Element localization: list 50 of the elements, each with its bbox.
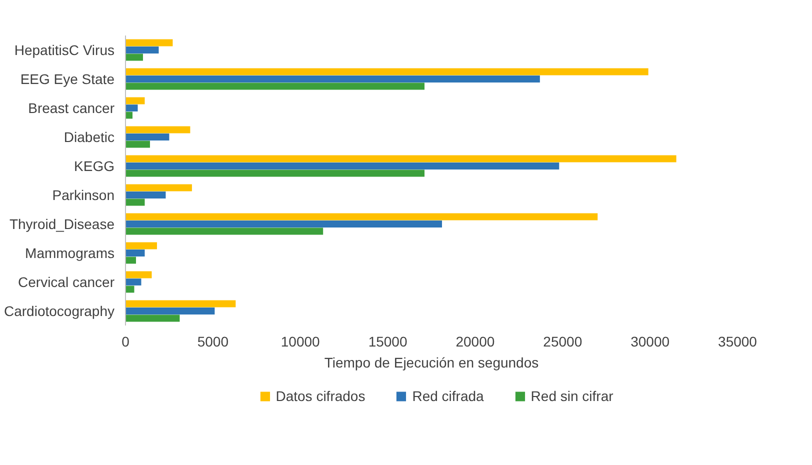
bar (126, 271, 152, 278)
bar (126, 140, 150, 148)
x-tick-label: 25000 (543, 334, 582, 350)
bar (126, 155, 676, 162)
bar (126, 39, 173, 46)
y-tick-label: Cardiotocography (4, 303, 115, 319)
y-tick-label: HepatitisC Virus (14, 42, 115, 58)
bar (126, 198, 145, 206)
bar (126, 184, 192, 192)
y-tick-label: Cervical cancer (18, 274, 115, 290)
legend-label: Red cifrada (412, 388, 484, 404)
x-tick-label: 30000 (630, 334, 670, 350)
bar (126, 126, 190, 134)
bar (126, 228, 324, 235)
x-tick-label: 10000 (280, 334, 320, 350)
bar (126, 314, 180, 322)
bar (126, 134, 170, 140)
legend-label: Datos cifrados (276, 388, 366, 404)
bar (126, 250, 145, 256)
x-tick-label: 5000 (197, 334, 229, 350)
bar (126, 300, 236, 308)
y-tick-label: EEG Eye State (20, 71, 115, 87)
bar (126, 308, 215, 314)
x-axis-title: Tiempo de Ejecución en segundos (324, 354, 539, 370)
y-tick-label: KEGG (74, 158, 115, 174)
y-tick-label: Mammograms (25, 245, 115, 261)
bar (126, 256, 136, 264)
legend-label: Red sin cifrar (530, 388, 614, 404)
bar (126, 242, 157, 250)
bar (126, 162, 560, 170)
bar (126, 220, 442, 228)
bar (126, 46, 159, 54)
x-tick-label: 20000 (456, 334, 495, 350)
bar (126, 278, 142, 286)
bar (126, 68, 648, 76)
bar (126, 170, 425, 177)
bar (126, 54, 143, 61)
bar (126, 76, 540, 82)
y-tick-label: Breast cancer (28, 100, 115, 116)
x-tick-label: 35000 (718, 334, 758, 350)
y-tick-label: Diabetic (64, 129, 115, 145)
bar (126, 192, 166, 198)
bar (126, 104, 138, 112)
y-tick-label: Thyroid_Disease (9, 216, 115, 232)
bar (126, 213, 598, 220)
bar (126, 97, 145, 104)
x-tick-label: 15000 (368, 334, 408, 350)
x-tick-label: 0 (122, 334, 130, 350)
bar (126, 82, 425, 90)
y-tick-label: Parkinson (52, 187, 115, 203)
